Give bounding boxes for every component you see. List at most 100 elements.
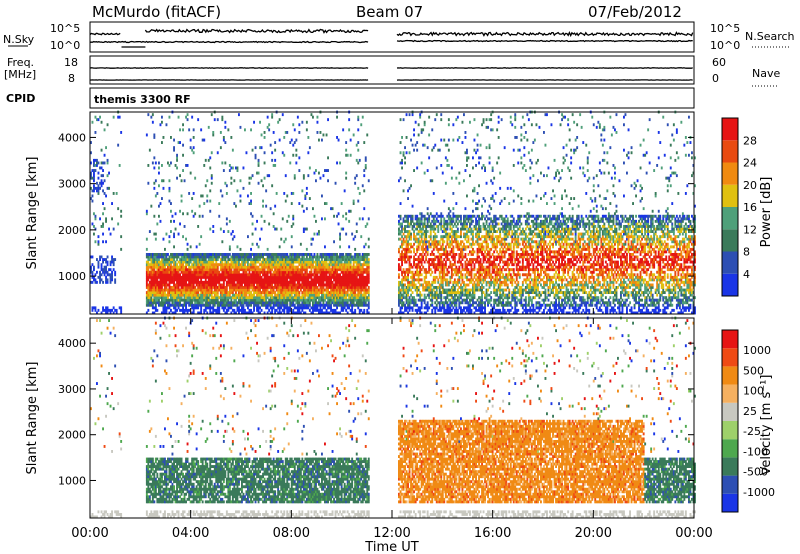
power-cell [213,296,216,300]
power-cell [164,298,166,302]
power-cell [103,161,106,165]
power-cell [228,306,231,310]
power-cell [195,301,198,305]
power-cell [210,298,213,302]
power-cell [241,298,243,302]
power-cell [151,283,154,287]
power-cell [182,288,184,292]
power-cell [271,296,274,300]
power-cell [174,303,177,307]
power-cell [263,258,266,261]
power-cell [94,164,97,167]
power-cell [189,265,192,269]
power-cell [269,278,272,282]
power-cell [177,273,180,277]
power-cell [185,273,187,277]
power-cell [230,181,233,185]
power-cell [236,296,239,300]
power-cell [212,230,215,233]
power-cell [112,258,115,261]
power-cell [112,192,115,195]
power-cell [186,298,189,302]
power-cell [408,258,411,261]
power-cell [97,176,100,180]
power-cell [120,235,123,239]
power-cell [213,255,216,259]
power-cell [185,237,187,241]
power-cell [410,263,412,267]
power-cell [222,270,225,274]
power-cell [259,146,261,150]
power-cell [278,288,281,292]
power-cell [161,164,163,167]
power-cell [310,113,313,117]
power-cell [266,263,269,267]
power-cell [102,232,104,236]
power-cell [147,308,150,312]
power-cell [222,275,225,279]
power-cell [431,270,434,274]
power-cell [179,273,181,277]
power-cell [186,275,189,279]
power-cell [274,293,277,297]
power-cell [186,270,189,274]
power-cell [114,273,117,277]
power-cell [266,174,269,178]
power-cell [195,288,198,292]
power-cell [225,308,228,312]
power-cell [247,278,249,282]
power-cell [441,214,444,218]
power-cell [156,278,159,282]
power-cell [103,265,106,269]
power-cell [182,253,184,256]
power-cell [197,258,200,261]
power-cell [253,288,255,292]
power-cell [200,253,203,256]
power-cell [404,283,406,287]
power-cell [257,253,260,256]
power-cell [269,298,272,302]
power-cell [230,176,233,180]
power-cell [231,278,234,282]
power-cell [281,308,284,312]
power-cell [209,268,212,272]
power-cell [194,253,197,256]
power-cell [219,227,222,231]
power-cell [284,278,287,282]
power-cell [310,275,313,279]
power-cell [272,225,275,228]
power-cell [91,255,94,259]
power-cell [257,255,260,259]
power-cell [150,296,153,300]
power-cell [221,270,224,274]
power-cell [280,253,283,256]
power-cell [248,176,251,180]
power-cell [91,263,94,267]
power-cell [278,296,281,300]
power-cell [194,298,197,302]
power-cell [269,268,272,272]
power-cell [162,311,165,315]
power-cell [248,253,251,256]
power-cell [280,275,283,279]
power-cell [287,255,290,259]
power-cell [185,258,187,261]
power-cell [209,303,212,307]
freq-traces [89,67,693,81]
power-cell [262,255,264,259]
power-cell [206,293,209,297]
power-cell [185,293,187,297]
power-cell [224,125,227,129]
power-cell [432,225,435,228]
power-cell [230,291,233,294]
power-cell [204,268,207,272]
power-cell [262,199,264,203]
power-cell [170,278,172,282]
power-cell [167,273,169,277]
power-cell [289,280,292,284]
power-cell [263,291,266,294]
power-cell [235,296,237,300]
power-cell [256,308,258,312]
power-cell [257,161,260,165]
power-cell [230,311,233,315]
